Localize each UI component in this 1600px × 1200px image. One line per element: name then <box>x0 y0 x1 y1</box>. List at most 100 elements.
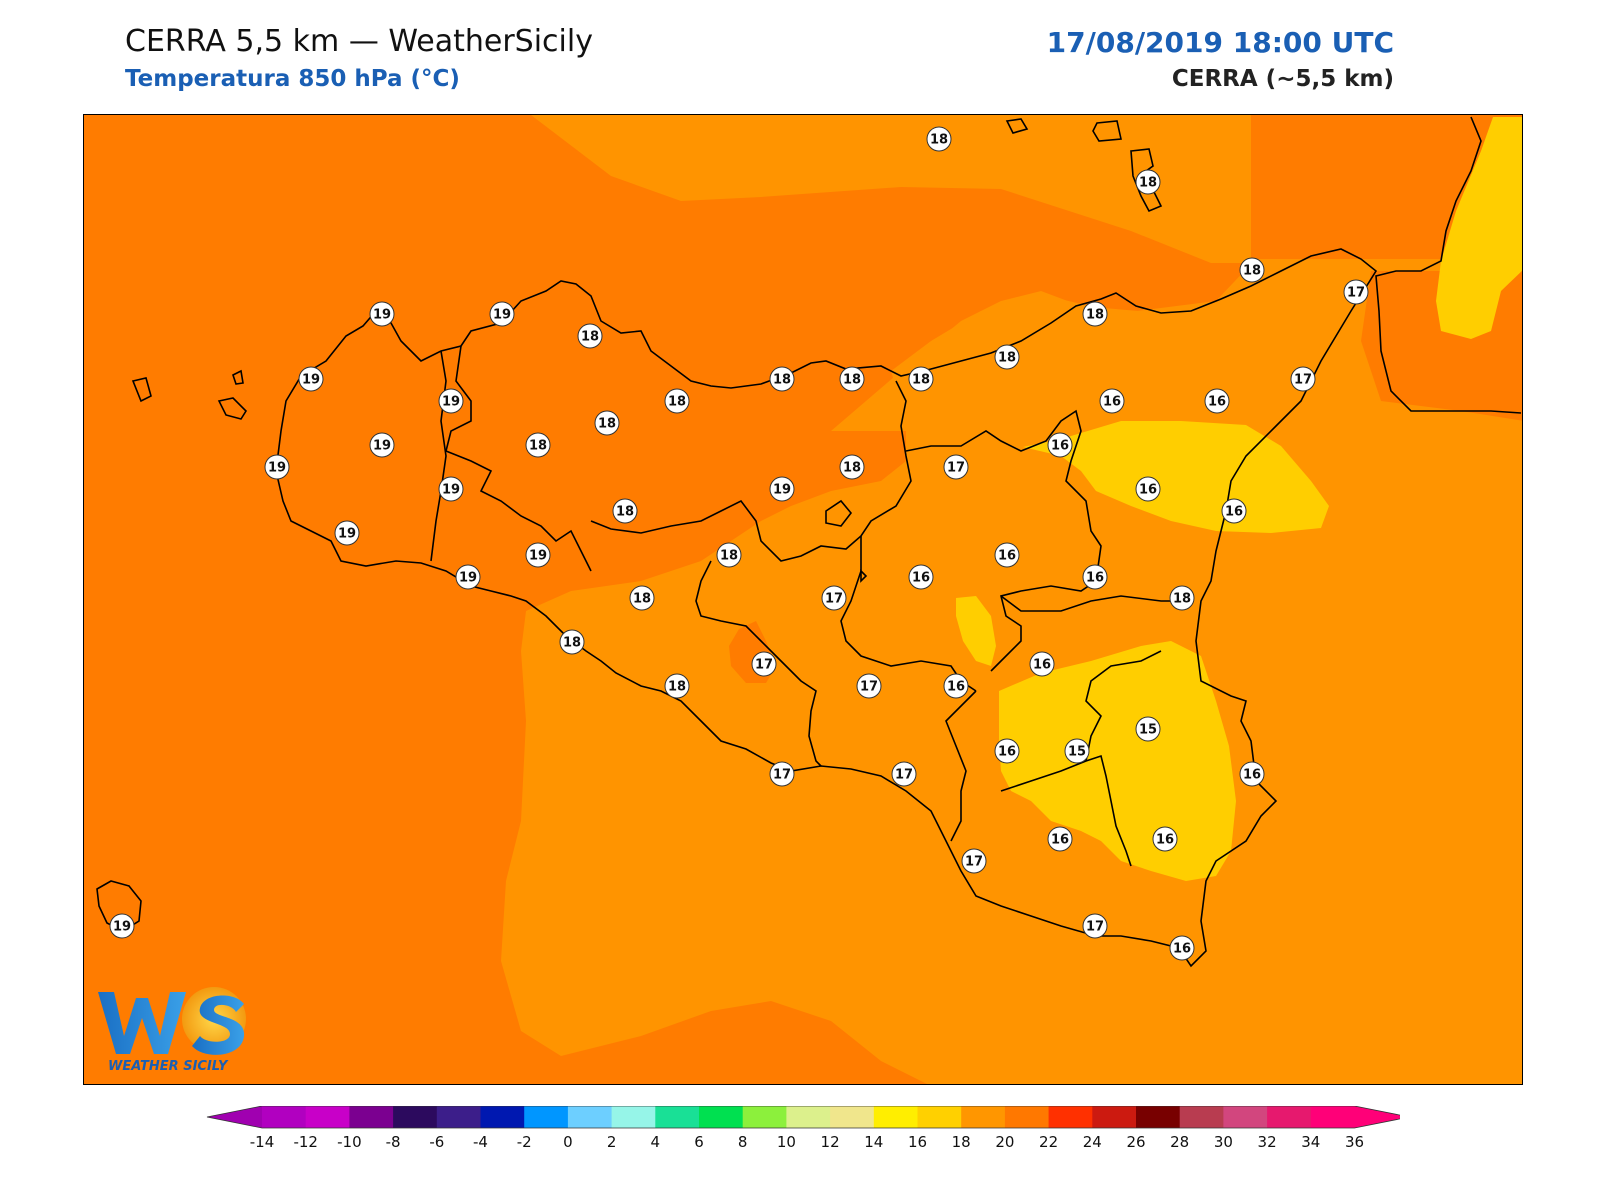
station-layer: 18 18 18 17 19 19 18 18 18 19 19 18 18 18 18 16 16 17 19 19… <box>109 126 1369 961</box>
station-value: 16 <box>998 745 1016 760</box>
station-circle <box>769 366 795 392</box>
station-value: 17 <box>755 658 773 673</box>
station-value: 19 <box>302 373 320 388</box>
station-value: 17 <box>1294 373 1312 388</box>
station-value: 16 <box>1173 942 1191 957</box>
station-circle <box>629 585 655 611</box>
station-value: 19 <box>773 483 791 498</box>
station-circle <box>994 344 1020 370</box>
station-marker: 16 <box>1029 651 1055 677</box>
station-circle <box>264 454 290 480</box>
station-value: 18 <box>930 133 948 148</box>
colorbar-bin <box>830 1106 875 1128</box>
station-marker: 18 <box>594 410 620 436</box>
station-marker: 18 <box>716 542 742 568</box>
station-value: 18 <box>912 373 930 388</box>
station-marker: 16 <box>1221 498 1247 524</box>
station-marker: 18 <box>839 366 865 392</box>
colorbar-bin <box>1136 1106 1181 1128</box>
colorbar-bin <box>480 1106 525 1128</box>
station-marker: 17 <box>769 761 795 787</box>
colorbar-bin <box>961 1106 1006 1128</box>
station-marker: 17 <box>891 761 917 787</box>
station-value: 16 <box>1156 833 1174 848</box>
station-marker: 16 <box>994 542 1020 568</box>
station-circle <box>1290 366 1316 392</box>
province-border-9 <box>1000 754 1132 867</box>
station-value: 19 <box>338 527 356 542</box>
colorbar-tick-label: -12 <box>293 1133 318 1151</box>
colorbar-ticks: -14 -12 -10 -8 -6 -4 -2 0 2 4 6 8 10 12 14 16 18 20 22 24 26… <box>250 1133 1364 1151</box>
map-title: CERRA 5,5 km — WeatherSicily <box>125 24 593 59</box>
station-circle <box>891 761 917 787</box>
station-value: 18 <box>773 373 791 388</box>
station-value: 17 <box>965 855 983 870</box>
station-circle <box>716 542 742 568</box>
lake-2 <box>860 569 868 583</box>
station-marker: 17 <box>1290 366 1316 392</box>
station-marker: 16 <box>1204 388 1230 414</box>
station-value: 19 <box>373 439 391 454</box>
field-18-20-north <box>531 115 1522 431</box>
station-value: 16 <box>1051 439 1069 454</box>
station-value: 19 <box>442 483 460 498</box>
station-value: 19 <box>113 920 131 935</box>
colorbar-tick-label: 4 <box>651 1133 661 1151</box>
station-circle <box>1169 585 1195 611</box>
colorbar-outline <box>206 1106 1400 1129</box>
station-circle <box>1082 564 1108 590</box>
colorbar-bin <box>699 1106 744 1128</box>
colorbar-bin <box>1092 1106 1137 1128</box>
station-circle <box>769 761 795 787</box>
station-marker: 19 <box>438 476 464 502</box>
station-circle <box>1152 826 1178 852</box>
station-circle <box>908 564 934 590</box>
station-marker: 18 <box>769 366 795 392</box>
station-circle <box>943 454 969 480</box>
station-marker: 18 <box>1239 257 1265 283</box>
station-marker: 17 <box>856 673 882 699</box>
station-value: 17 <box>1086 920 1104 935</box>
egadi-island-2 <box>217 397 248 420</box>
station-marker: 17 <box>961 848 987 874</box>
station-marker: 19 <box>369 432 395 458</box>
colorbar-tick-label: 22 <box>1039 1133 1058 1151</box>
station-marker: 19 <box>334 520 360 546</box>
station-circle <box>1343 279 1369 305</box>
colorbar-bin <box>611 1106 656 1128</box>
station-marker: 18 <box>559 629 585 655</box>
station-circle <box>1135 476 1161 502</box>
station-marker: 18 <box>839 454 865 480</box>
station-circle <box>839 366 865 392</box>
colorbar-tick-label: 6 <box>694 1133 704 1151</box>
province-border-3 <box>590 380 912 562</box>
colorbar-bin <box>524 1106 569 1128</box>
ustica-island <box>1005 118 1029 134</box>
colorbar-bins <box>206 1106 1400 1129</box>
colorbar-bin <box>1004 1106 1050 1128</box>
station-circle <box>559 629 585 655</box>
colorbar-tick-label: -6 <box>429 1133 444 1151</box>
province-border-7 <box>1000 595 1191 612</box>
station-value: 16 <box>1139 483 1157 498</box>
colorbar-tick-label: 26 <box>1126 1133 1145 1151</box>
station-value: 18 <box>1086 308 1104 323</box>
colorbar-tick-label: 30 <box>1214 1133 1233 1151</box>
colorbar-tick-label: -14 <box>250 1133 275 1151</box>
station-marker: 19 <box>769 476 795 502</box>
station-circle <box>1082 913 1108 939</box>
station-marker: 18 <box>629 585 655 611</box>
colorbar-tick-label: -10 <box>337 1133 362 1151</box>
station-marker: 16 <box>908 564 934 590</box>
logo-w-mark <box>98 992 186 1054</box>
station-marker: 16 <box>1082 564 1108 590</box>
station-value: 17 <box>773 768 791 783</box>
colorbar-bin <box>1223 1106 1268 1128</box>
station-marker: 18 <box>994 344 1020 370</box>
station-circle <box>961 848 987 874</box>
station-circle <box>943 673 969 699</box>
station-marker: 16 <box>1169 935 1195 961</box>
station-marker: 16 <box>1047 826 1073 852</box>
station-marker: 16 <box>1099 388 1125 414</box>
station-value: 18 <box>668 395 686 410</box>
